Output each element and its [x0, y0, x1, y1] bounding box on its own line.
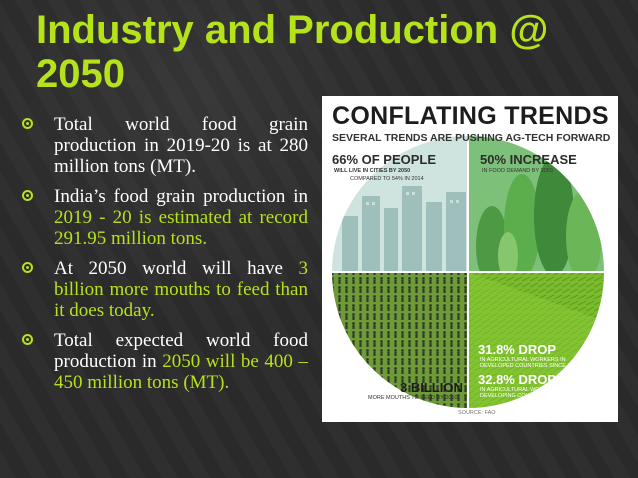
bullet-item: Total world food grain production in 201… [16, 114, 308, 177]
stat-drop2-sub1: IN AGRICULTURAL WORKERS IN [480, 387, 566, 393]
infographic-subtitle: SEVERAL TRENDS ARE PUSHING AG-TECH FORWA… [332, 132, 611, 144]
stat-drop1-sub1: IN AGRICULTURAL WORKERS IN [480, 357, 566, 363]
bullet-item: At 2050 world will have 3 billion more m… [16, 258, 308, 321]
infographic-source: SOURCE: FAO [458, 410, 496, 416]
bullet-list: Total world food grain production in 201… [16, 114, 308, 402]
infographic-circle-art [332, 136, 604, 408]
bullet-item: Total expected world food production in … [16, 330, 308, 393]
bullet-circle-icon [22, 118, 33, 129]
infographic: CONFLATING TRENDS SEVERAL TRENDS ARE PUS… [322, 96, 618, 422]
infographic-title: CONFLATING TRENDS [332, 102, 609, 130]
bullet-text: Total expected world food production in [54, 330, 308, 372]
stat-people-sub1: WILL LIVE IN CITIES BY 2050 [334, 168, 411, 174]
stat-drop1: 31.8% DROP [478, 342, 557, 357]
stat-drop2: 32.8% DROP [478, 372, 557, 387]
bullet-circle-icon [22, 334, 33, 345]
stat-billion-sub: MORE MOUTHS TO FEED BY 2050 [368, 395, 458, 401]
bullet-text: will be 400 – 450 million tons (MT). [54, 351, 308, 393]
slide-title: Industry and Production @ 2050 [36, 8, 549, 96]
stat-people: 66% OF PEOPLE [332, 152, 437, 167]
bullet-text: Total world food grain production in 201… [54, 114, 308, 177]
stat-increase-sub: IN FOOD DEMAND BY 2050 [482, 168, 553, 174]
bullet-text: At 2050 world will have [54, 258, 299, 279]
bullet-text: 2019 - 20 is estimated at record 291.95 … [54, 207, 308, 249]
stat-people-sub2: COMPARED TO 54% IN 2014 [350, 176, 424, 182]
bullet-text: 3 billion more mouths to feed than it do… [54, 258, 308, 321]
bullet-circle-icon [22, 262, 33, 273]
bullet-item: India’s food grain production in 2019 - … [16, 186, 308, 249]
stat-increase: 50% INCREASE [480, 152, 577, 167]
bullet-text: India’s food grain production in [54, 186, 308, 207]
bullet-text: 2050 [162, 351, 201, 372]
stat-billion: 3 BILLION [400, 380, 463, 395]
city-buildings [342, 186, 466, 272]
stat-drop1-sub2: DEVELOPED COUNTRIES SINCE 1950 [480, 363, 580, 369]
forest-trees [476, 156, 602, 286]
stat-drop2-sub2: DEVELOPING COUNTRIES [480, 393, 550, 399]
bullet-circle-icon [22, 190, 33, 201]
